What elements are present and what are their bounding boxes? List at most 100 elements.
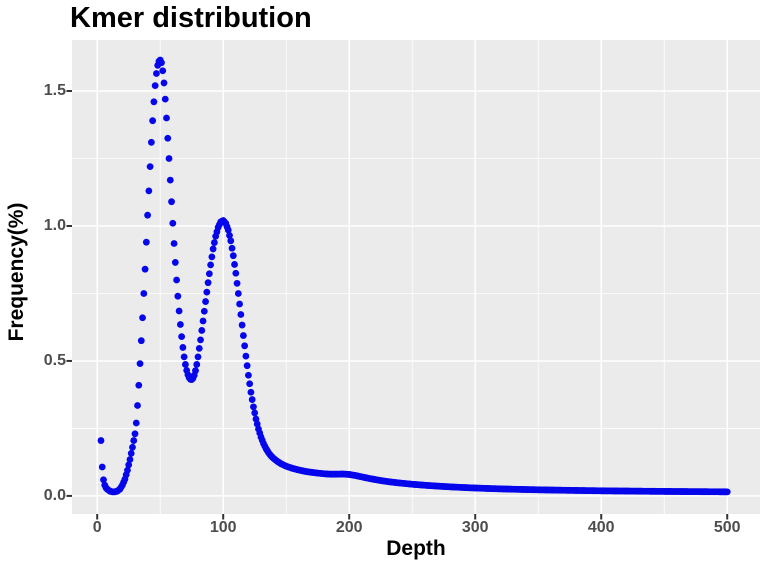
data-point: [202, 298, 209, 305]
x-tick-label: 400: [587, 519, 615, 536]
data-point: [139, 314, 146, 322]
chart-title: Kmer distribution: [70, 2, 312, 34]
data-point: [132, 419, 140, 427]
data-point: [228, 244, 236, 252]
data-point: [242, 352, 250, 360]
data-point: [179, 344, 187, 351]
data-point: [170, 240, 178, 247]
data-point: [147, 138, 155, 146]
data-point: [131, 430, 139, 438]
data-point: [199, 317, 207, 325]
data-point: [234, 290, 242, 297]
y-tick-label: 0.5: [43, 351, 66, 369]
data-point: [203, 288, 211, 296]
data-point: [161, 95, 169, 103]
data-point: [246, 380, 254, 388]
data-point: [197, 336, 204, 344]
data-point: [248, 396, 256, 403]
data-point: [173, 276, 180, 284]
data-point: [125, 461, 133, 469]
data-point: [169, 219, 177, 227]
data-point: [140, 290, 148, 297]
data-point: [231, 261, 238, 268]
data-point: [236, 300, 243, 308]
data-point: [204, 279, 212, 287]
data-point: [137, 337, 145, 345]
y-tick-label: 0.0: [43, 486, 66, 504]
data-point: [227, 237, 235, 245]
x-axis-title: Depth: [386, 537, 446, 560]
data-point: [127, 450, 135, 457]
data-point: [210, 239, 218, 246]
data-point: [205, 270, 213, 278]
data-point: [224, 226, 232, 234]
data-point: [232, 269, 240, 277]
data-point: [160, 79, 168, 87]
data-point: [192, 367, 199, 375]
data-point: [176, 321, 184, 328]
data-point: [193, 361, 201, 368]
data-point: [245, 371, 252, 379]
data-point: [239, 332, 247, 339]
data-point: [130, 437, 138, 444]
data-point: [237, 311, 245, 318]
data-point: [182, 361, 189, 368]
data-point: [141, 265, 149, 273]
data-point: [723, 488, 731, 496]
data-point: [168, 198, 175, 206]
data-point: [150, 98, 158, 106]
data-point: [151, 82, 159, 90]
data-point: [129, 443, 136, 451]
data-point: [126, 456, 134, 463]
data-point: [97, 437, 105, 444]
data-point: [208, 253, 216, 261]
data-point: [136, 360, 144, 368]
data-point: [247, 388, 255, 396]
data-point: [251, 409, 259, 417]
x-tick-label: 300: [461, 519, 489, 536]
data-point: [250, 403, 257, 411]
data-point: [134, 402, 141, 409]
data-point: [146, 163, 154, 171]
data-point: [166, 176, 174, 184]
data-point: [124, 466, 131, 474]
data-point: [149, 117, 157, 125]
y-tick-label: 1.0: [43, 216, 66, 234]
x-tick-label: 100: [209, 519, 237, 536]
data-point: [226, 232, 233, 239]
data-point: [209, 245, 217, 253]
data-point: [144, 211, 152, 219]
data-point: [241, 342, 249, 350]
data-point: [174, 292, 182, 300]
data-point: [159, 67, 167, 75]
data-point: [135, 381, 143, 389]
data-point: [145, 187, 153, 195]
data-point: [142, 238, 150, 246]
data-point: [243, 362, 251, 370]
data-point: [195, 345, 203, 352]
data-point: [194, 353, 202, 361]
x-tick-label: 0: [92, 519, 102, 536]
x-tick-label: 500: [713, 519, 741, 536]
data-point: [233, 279, 241, 287]
data-point: [100, 476, 107, 484]
data-point: [238, 321, 246, 329]
panel-background: [72, 40, 760, 514]
data-point: [198, 327, 206, 334]
data-point: [153, 70, 160, 77]
kmer-frequency-points: [97, 56, 731, 496]
data-point: [171, 259, 179, 266]
x-tick-label: 200: [335, 519, 363, 536]
data-point: [178, 333, 186, 341]
data-point: [98, 463, 106, 471]
data-point: [229, 252, 237, 260]
data-point: [180, 353, 188, 361]
data-point: [200, 307, 208, 315]
y-tick-label: 1.5: [43, 82, 66, 100]
data-point: [207, 261, 215, 269]
data-point: [165, 155, 173, 162]
data-point: [158, 59, 165, 67]
data-point: [164, 134, 172, 142]
data-point: [175, 307, 183, 315]
